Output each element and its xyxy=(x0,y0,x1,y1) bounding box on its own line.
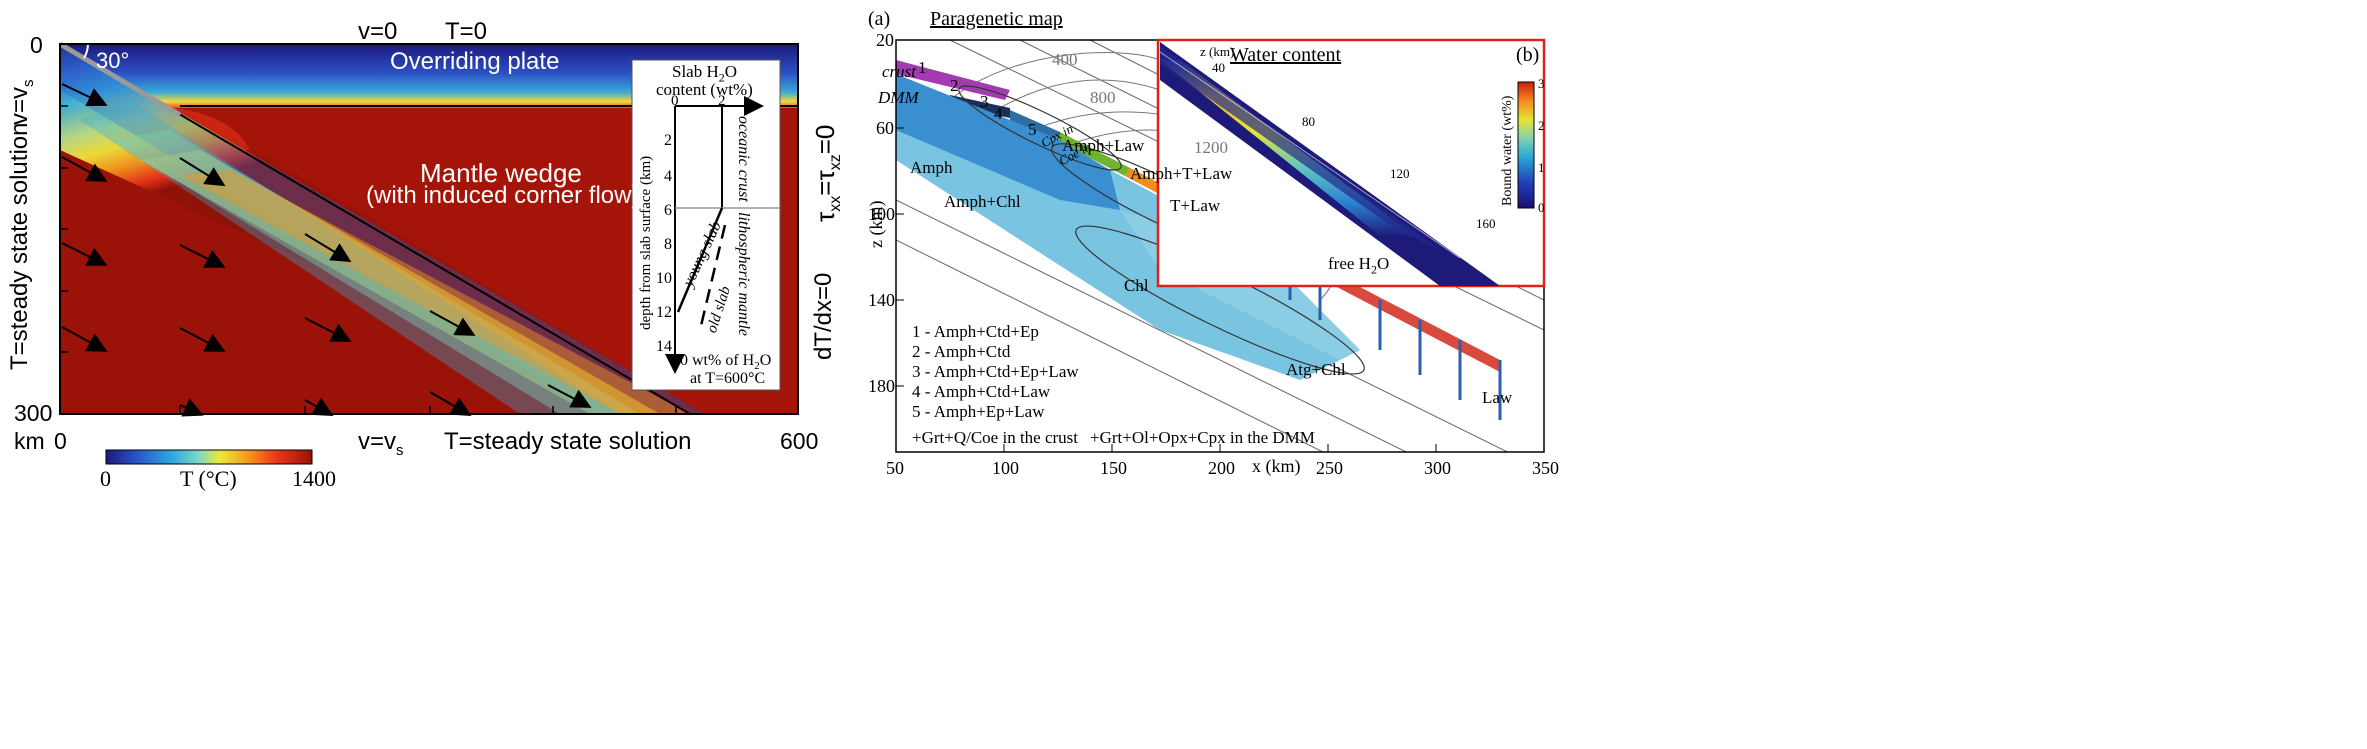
y-tick-0: 0 xyxy=(30,32,43,58)
region-number: 2 xyxy=(950,76,959,95)
legend-item-3: 3 - Amph+Ctd+Ep+Law xyxy=(912,362,1079,381)
bottom-temperature-bc: T=steady state solution xyxy=(444,428,692,455)
inset-note-1: 0 wt% of H2O xyxy=(680,352,772,373)
dip-angle-label: 30° xyxy=(96,48,130,73)
right-thermal-bc: dT/dx=0 xyxy=(810,272,837,360)
colorbar-tick: 0 xyxy=(1538,200,1545,215)
amph-law-label: Amph+Law xyxy=(1062,136,1145,155)
left-velocity-bc: v=vs xyxy=(6,79,37,125)
isotherm-400: 400 xyxy=(1052,50,1078,69)
dmm-label: DMM xyxy=(878,88,919,107)
x-tick-0: 0 xyxy=(54,428,67,454)
lithospheric-mantle-label: lithospheric mantle xyxy=(735,212,752,336)
slab-water-inset xyxy=(631,59,781,391)
inset-y-tick: 6 xyxy=(664,202,672,219)
panel-a-title: Paragenetic map xyxy=(930,8,1063,30)
crust-assemblage-note: +Grt+Q/Coe in the crust xyxy=(912,428,1079,447)
water-content-inset xyxy=(1156,38,1546,288)
y-tick: 60 xyxy=(876,118,894,138)
inset-y-tick: 12 xyxy=(656,304,672,321)
velocity-arrows xyxy=(61,83,592,417)
inset-contour-80: 80 xyxy=(1302,114,1315,129)
colorbar-min: 0 xyxy=(100,466,111,491)
x-tick: 50 xyxy=(886,458,904,478)
region-number: 5 xyxy=(1028,120,1037,139)
law-label: Law xyxy=(1482,388,1513,407)
amph-t-law-label: Amph+T+Law xyxy=(1130,164,1233,183)
amph-label: Amph xyxy=(910,158,953,177)
x-tick: 150 xyxy=(1100,458,1127,478)
mantle-wedge-label: Mantle wedge xyxy=(420,158,582,188)
x-axis-label: x (km) xyxy=(1252,456,1301,476)
left-model-figure xyxy=(58,41,799,465)
y-tick: 100 xyxy=(868,204,895,224)
y-tick: 140 xyxy=(868,290,895,310)
x-tick: 200 xyxy=(1208,458,1235,478)
inset-contour-120: 120 xyxy=(1390,166,1410,181)
x-tick: 300 xyxy=(1424,458,1451,478)
colorbar-tick: 2 xyxy=(1538,118,1545,133)
amph-chl-label: Amph+Chl xyxy=(944,192,1021,211)
paragenetic-map-figure xyxy=(895,38,1546,453)
inset-y-tick: 10 xyxy=(656,270,672,287)
x-tick-600: 600 xyxy=(780,428,819,454)
region-number: 3 xyxy=(980,92,989,111)
t-law-label: T+Law xyxy=(1170,196,1221,215)
y-tick-300: 300 xyxy=(14,400,53,426)
y-tick: 20 xyxy=(876,30,894,50)
panel-b-label: (b) xyxy=(1516,44,1540,66)
legend-item-5: 5 - Amph+Ep+Law xyxy=(912,402,1045,421)
legend-item-1: 1 - Amph+Ctd+Ep xyxy=(912,322,1039,341)
left-temperature-bc: T=steady state solution xyxy=(6,122,33,370)
panel-a-label: (a) xyxy=(868,8,891,30)
inset-x-tick-0: 0 xyxy=(671,93,679,109)
chl-label: Chl xyxy=(1124,276,1149,295)
legend-item-2: 2 - Amph+Ctd xyxy=(912,342,1011,361)
free-water-label: free H2O xyxy=(1328,254,1390,277)
top-temperature-bc: T=0 xyxy=(445,18,488,45)
dmm-assemblage-note: +Grt+Ol+Opx+Cpx in the DMM xyxy=(1090,428,1315,447)
inset-title-1: Slab H2O xyxy=(672,62,738,85)
unit-km: km xyxy=(14,428,45,454)
isotherm-800: 800 xyxy=(1090,88,1116,107)
crust-label: crust xyxy=(882,62,916,81)
inset-contour-160: 160 xyxy=(1476,216,1496,231)
inset-y-tick: 8 xyxy=(664,236,672,253)
inset-y-tick: 4 xyxy=(664,168,672,185)
x-tick: 100 xyxy=(992,458,1019,478)
temperature-colorbar xyxy=(105,449,313,465)
bottom-velocity-bc: v=vs xyxy=(358,428,404,459)
colorbar-tick: 1 xyxy=(1538,160,1545,175)
legend-item-4: 4 - Amph+Ctd+Law xyxy=(912,382,1051,401)
x-tick: 350 xyxy=(1532,458,1559,478)
region-number: 4 xyxy=(994,104,1003,123)
inset-ylabel: depth from slab surface (km) xyxy=(638,155,654,330)
colorbar-tick: 3 xyxy=(1538,76,1545,91)
region-number: 1 xyxy=(918,58,927,77)
inset-y-tick: 2 xyxy=(664,132,672,149)
right-stress-bc: τxx=τxz=0 xyxy=(810,124,845,222)
inset-z-label: z (km) xyxy=(1200,44,1235,59)
inset-title-2: content (wt%) xyxy=(656,80,753,99)
inset-y-tick: 14 xyxy=(656,338,672,355)
colorbar-max: 1400 xyxy=(292,466,336,491)
inset-note-2: at T=600°C xyxy=(690,370,766,387)
x-tick: 250 xyxy=(1316,458,1343,478)
inset-x-tick-2: 2 xyxy=(718,93,726,109)
y-axis-label: z (km) xyxy=(866,200,886,248)
inset-contour-40: 40 xyxy=(1212,60,1225,75)
top-velocity-bc: v=0 xyxy=(358,18,398,45)
isotherm-1200: 1200 xyxy=(1194,138,1228,157)
colorbar-label: T (°C) xyxy=(180,466,237,491)
atg-chl-label: Atg+Chl xyxy=(1286,360,1346,379)
overriding-plate-label: Overriding plate xyxy=(390,48,560,75)
bound-water-colorbar-label: Bound water (wt%) xyxy=(1500,95,1515,206)
panel-b-title: Water content xyxy=(1230,44,1342,66)
corner-flow-label: (with induced corner flow) xyxy=(366,182,640,209)
oceanic-crust-label: oceanic crust xyxy=(735,116,752,202)
y-tick: 180 xyxy=(868,376,895,396)
